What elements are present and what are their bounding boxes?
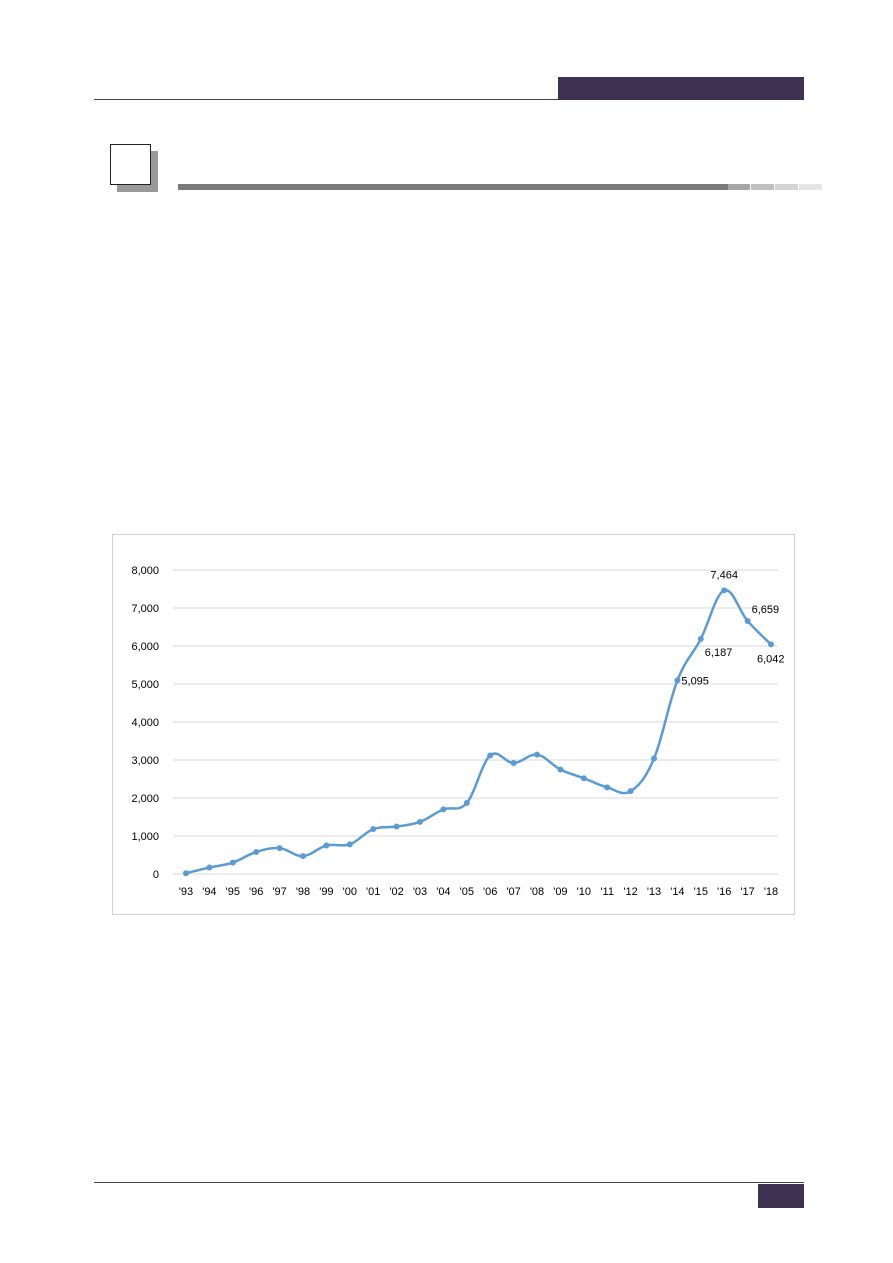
section-divider-segment	[728, 184, 750, 190]
section-divider-bar	[178, 184, 728, 190]
data-labels: 5,095 6,187 7,464 6,659 6,042	[681, 569, 784, 687]
data-point	[206, 864, 213, 871]
y-tick-label: 8,000	[131, 565, 159, 577]
x-tick-label: '08	[530, 886, 544, 898]
y-tick-label: 2,000	[131, 793, 159, 805]
data-point	[323, 842, 330, 849]
x-tick-label: '02	[389, 886, 403, 898]
data-point	[744, 617, 751, 624]
x-tick-label: '95	[226, 886, 240, 898]
series-line	[185, 589, 772, 875]
x-axis-tick-labels: '93 '94 '95 '96 '97 '98 '99 '00 '01 '02 '03 '04 '05 '…	[179, 886, 778, 898]
data-point	[510, 760, 517, 767]
data-point	[300, 853, 306, 860]
data-label: 5,095	[681, 675, 709, 687]
data-point	[487, 752, 494, 759]
x-tick-label: '99	[319, 886, 333, 898]
data-point	[346, 841, 353, 848]
data-label: 7,464	[710, 569, 738, 581]
data-point	[534, 751, 540, 758]
x-tick-label: '17	[740, 886, 754, 898]
y-tick-label: 1,000	[131, 831, 159, 843]
data-point	[674, 677, 681, 684]
data-point	[463, 799, 470, 806]
data-point	[604, 784, 611, 791]
x-tick-label: '07	[506, 886, 520, 898]
data-point	[627, 788, 634, 795]
series-line-layer	[185, 589, 772, 875]
y-tick-label: 6,000	[131, 641, 159, 653]
footer-rule	[94, 1182, 804, 1183]
section-divider-segment	[751, 184, 774, 190]
data-point	[580, 775, 587, 782]
header-tab	[558, 77, 804, 100]
x-tick-label: '18	[764, 886, 778, 898]
y-tick-label: 7,000	[131, 603, 159, 615]
header-rule	[94, 99, 804, 100]
chart-gridlines	[173, 569, 778, 875]
x-tick-label: '16	[717, 886, 731, 898]
x-tick-label: '06	[483, 886, 497, 898]
data-point	[557, 766, 564, 773]
data-point	[697, 635, 704, 642]
section-divider-segment	[799, 184, 822, 190]
x-tick-label: '96	[249, 886, 263, 898]
y-axis-tick-labels: 0 1,000 2,000 3,000 4,000 5,000 6,000 7,000 8,00…	[131, 565, 159, 881]
x-tick-label: '11	[600, 886, 614, 898]
y-tick-label: 4,000	[131, 717, 159, 729]
x-tick-label: '09	[553, 886, 567, 898]
data-point	[370, 826, 377, 833]
line-chart: 0 1,000 2,000 3,000 4,000 5,000 6,000 7,000 8,00…	[131, 565, 784, 898]
data-point	[229, 859, 236, 866]
x-tick-label: '12	[623, 886, 637, 898]
data-label: 6,659	[752, 604, 780, 616]
data-point	[417, 818, 423, 825]
data-point	[651, 755, 657, 762]
y-tick-label: 5,000	[131, 679, 159, 691]
data-point	[721, 587, 728, 594]
x-tick-label: '05	[460, 886, 474, 898]
section-divider-segment	[775, 184, 798, 190]
y-tick-label: 3,000	[131, 755, 159, 767]
data-point	[253, 848, 260, 855]
x-tick-label: '04	[436, 886, 450, 898]
x-tick-label: '01	[366, 886, 380, 898]
page-number-tab	[758, 1184, 804, 1208]
y-tick-label: 0	[153, 869, 159, 881]
data-point	[276, 845, 283, 852]
data-point	[768, 641, 774, 648]
x-tick-label: '94	[202, 886, 216, 898]
x-tick-label: '14	[670, 886, 684, 898]
x-tick-label: '10	[577, 886, 591, 898]
section-marker	[110, 144, 151, 185]
x-tick-label: '00	[343, 886, 357, 898]
data-point	[440, 806, 447, 813]
x-tick-label: '03	[413, 886, 427, 898]
data-point	[393, 823, 400, 830]
data-point	[183, 870, 189, 877]
data-label: 6,042	[757, 653, 785, 665]
x-tick-label: '97	[272, 886, 286, 898]
series-points	[183, 587, 774, 877]
x-tick-label: '93	[179, 886, 193, 898]
x-tick-label: '13	[647, 886, 661, 898]
x-tick-label: '15	[694, 886, 708, 898]
x-tick-label: '98	[296, 886, 310, 898]
chart-frame: 0 1,000 2,000 3,000 4,000 5,000 6,000 7,000 8,00…	[112, 534, 795, 915]
data-label: 6,187	[705, 647, 733, 659]
